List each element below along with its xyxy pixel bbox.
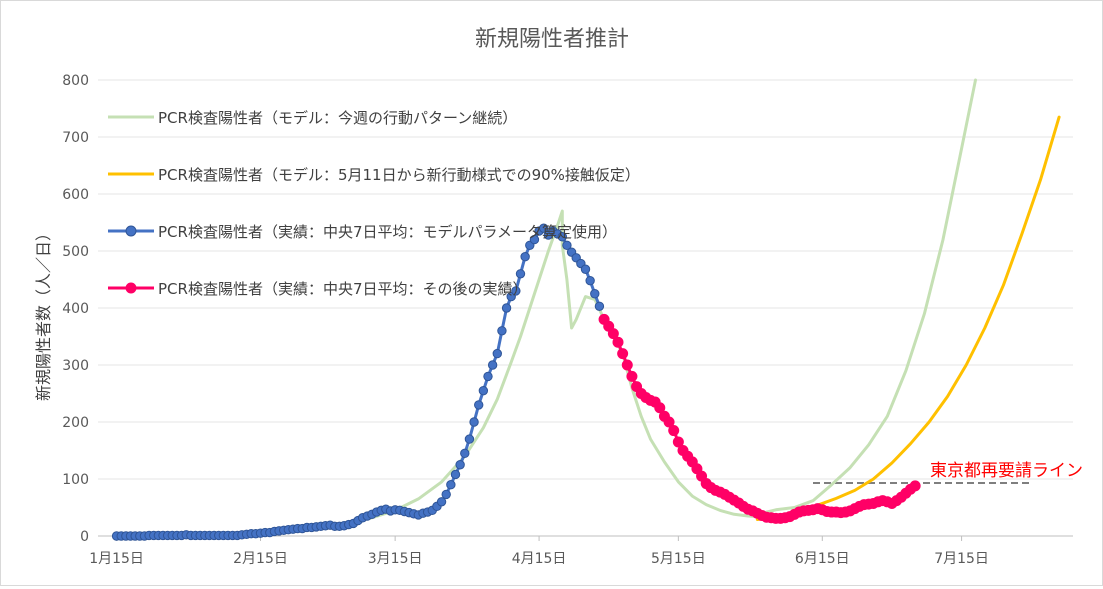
data-point — [520, 252, 530, 262]
data-point — [501, 303, 512, 313]
data-point — [909, 480, 921, 492]
legend: PCR検査陽性者（モデル：今週の行動パターン継続） PCR検査陽性者（モデル：5月… — [108, 109, 640, 298]
legend-swatch-marker — [125, 225, 137, 237]
data-point — [474, 400, 484, 410]
data-point — [668, 425, 680, 437]
y-tick-label: 200 — [62, 415, 89, 431]
legend-swatch-marker — [125, 282, 137, 294]
data-point — [562, 240, 572, 251]
data-point — [511, 286, 521, 296]
data-point — [607, 328, 619, 340]
data-point — [626, 370, 638, 382]
y-tick-label: 400 — [62, 301, 89, 317]
data-point — [515, 269, 526, 279]
x-tick-label: 1月15日 — [89, 551, 144, 567]
y-tick-label: 600 — [62, 187, 89, 203]
data-point — [446, 480, 456, 490]
gridlines — [98, 79, 1073, 537]
series-markers — [111, 223, 921, 541]
y-axis-title: 新規陽性者数（人／日） — [34, 225, 53, 401]
data-point — [585, 275, 595, 286]
data-point — [580, 264, 591, 274]
series-line-1 — [755, 115, 1061, 521]
x-tick-label: 5月15日 — [651, 551, 706, 567]
chart-title: 新規陽性者推計 — [475, 27, 629, 52]
x-tick-label: 3月15日 — [368, 551, 423, 567]
legend-entry-label: PCR検査陽性者（実績：中央7日平均：モデルパラメータ算定使用） — [158, 223, 617, 241]
series-line-3 — [602, 317, 917, 520]
threshold-label: 東京都再要請ライン — [930, 461, 1083, 481]
x-tick-label: 6月15日 — [795, 551, 850, 567]
data-point — [455, 460, 465, 470]
x-axis-ticks: 1月15日 2月15日 3月15日 4月15日 5月15日 6月15日 7月15日 — [89, 536, 989, 567]
series-line-2 — [115, 226, 601, 538]
data-point — [436, 497, 447, 507]
legend-entry-label: PCR検査陽性者（モデル：5月11日から新行動様式での90%接触仮定） — [158, 166, 640, 184]
data-point — [612, 336, 624, 348]
data-point — [478, 385, 489, 396]
y-tick-label: 500 — [62, 244, 89, 260]
legend-entry-label: PCR検査陽性者（モデル：今週の行動パターン継続） — [158, 109, 517, 127]
x-tick-label: 4月15日 — [512, 551, 567, 567]
y-tick-label: 300 — [62, 358, 89, 374]
y-tick-label: 700 — [62, 130, 89, 146]
data-point — [590, 289, 600, 299]
data-point — [450, 469, 461, 480]
annotation-group: 東京都再要請ライン — [813, 461, 1083, 484]
data-point — [497, 326, 507, 336]
data-point — [469, 417, 479, 427]
data-point — [529, 234, 540, 245]
y-tick-label: 100 — [62, 472, 89, 488]
x-tick-label: 2月15日 — [233, 551, 288, 567]
y-axis-ticks: 0 100 200 300 400 500 600 700 800 — [62, 73, 89, 545]
data-point — [539, 223, 549, 233]
y-tick-label: 800 — [62, 73, 89, 89]
legend-entry-label: PCR検査陽性者（実績：中央7日平均：その後の実績） — [158, 280, 528, 298]
data-point — [654, 402, 666, 414]
data-point — [441, 489, 451, 500]
data-point — [483, 371, 493, 382]
data-point — [621, 359, 633, 371]
data-point — [594, 301, 605, 311]
data-point — [672, 436, 684, 448]
data-point — [464, 434, 475, 444]
data-point — [557, 232, 567, 242]
data-point — [663, 416, 675, 428]
data-point — [460, 448, 470, 459]
data-point — [487, 360, 498, 370]
y-tick-label: 0 — [80, 529, 89, 545]
x-tick-label: 7月15日 — [934, 551, 989, 567]
data-point — [492, 348, 502, 359]
data-point — [617, 348, 629, 360]
